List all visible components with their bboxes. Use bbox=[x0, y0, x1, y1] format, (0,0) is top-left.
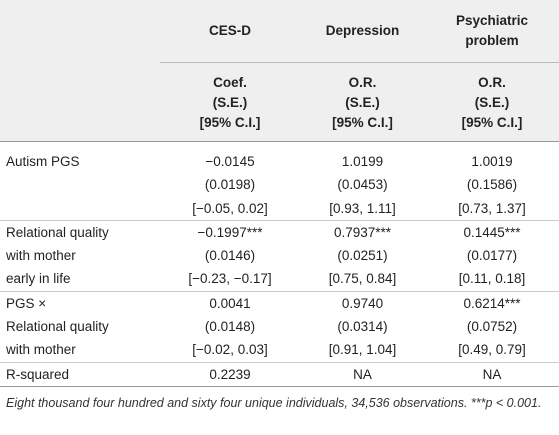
value-line: 0.0041 bbox=[209, 295, 251, 311]
value-line: (0.1586) bbox=[466, 177, 518, 193]
subheader-line: Coef. bbox=[213, 75, 247, 90]
subheader-line: (S.E.) bbox=[212, 95, 248, 110]
header-row: CES-D Depression Psychiatric problem bbox=[0, 0, 559, 63]
value-line: 1.0019 bbox=[471, 154, 513, 169]
header-cell bbox=[0, 0, 160, 63]
page: CES-D Depression Psychiatric problem Coef. (… bbox=[0, 0, 559, 410]
label-line: Autism PGS bbox=[6, 154, 80, 169]
value-line: [−0.05, 0.02] bbox=[192, 200, 268, 216]
column-header: CES-D bbox=[160, 0, 300, 63]
value-line: NA bbox=[353, 366, 372, 382]
table-row: R-squared 0.2239 NA NA bbox=[0, 361, 559, 387]
value-cell: 1.0019 (0.1586) [0.73, 1.37] bbox=[425, 141, 559, 221]
label-line: Relational quality bbox=[6, 224, 109, 240]
label-line: Relational quality bbox=[6, 319, 109, 335]
column-header: Depression bbox=[300, 0, 425, 63]
value-line: (0.0198) bbox=[204, 177, 256, 193]
subheader-line: (S.E.) bbox=[474, 95, 510, 110]
table-row: PGS × Relational quality with mother 0.0041… bbox=[0, 290, 559, 363]
value-line: (0.0251) bbox=[337, 248, 388, 264]
value-cell: −0.1997*** (0.0146) [−0.23, −0.17] bbox=[160, 219, 300, 292]
subheader-line: [95% C.I.] bbox=[332, 115, 393, 130]
value-line: (0.0146) bbox=[204, 248, 256, 264]
label-line: with mother bbox=[6, 342, 76, 358]
subheader-line: [95% C.I.] bbox=[461, 115, 523, 130]
row-label: PGS × Relational quality with mother bbox=[0, 290, 160, 363]
value-line: (0.0148) bbox=[204, 319, 256, 335]
value-line: 0.6214*** bbox=[463, 295, 521, 311]
value-line: [0.91, 1.04] bbox=[328, 342, 397, 358]
value-cell: NA bbox=[425, 361, 559, 387]
value-cell: 1.0199 (0.0453) [0.93, 1.11] bbox=[300, 141, 425, 221]
value-line: [0.75, 0.84] bbox=[328, 271, 397, 287]
value-line: (0.0314) bbox=[337, 319, 388, 335]
table-header: CES-D Depression Psychiatric problem Coef. (… bbox=[0, 0, 559, 142]
label-line: R-squared bbox=[6, 366, 70, 382]
value-line: (0.0177) bbox=[466, 248, 518, 264]
value-line: [−0.02, 0.03] bbox=[192, 342, 268, 358]
footnote: Eight thousand four hundred and sixty fo… bbox=[6, 395, 542, 410]
value-line: [−0.23, −0.17] bbox=[188, 271, 272, 287]
value-line: 0.2239 bbox=[209, 366, 251, 382]
value-line: 0.1445*** bbox=[463, 224, 521, 240]
value-cell: NA bbox=[300, 361, 425, 387]
row-label: Autism PGS bbox=[0, 141, 160, 221]
table-row: Relational quality with mother early in li… bbox=[0, 219, 559, 292]
label-line: PGS × bbox=[6, 295, 47, 311]
value-line: −0.1997*** bbox=[197, 224, 263, 240]
value-line: (0.0453) bbox=[337, 177, 388, 193]
subheader-line: O.R. bbox=[478, 75, 506, 90]
subheader-line: O.R. bbox=[348, 75, 377, 90]
value-line: [0.93, 1.11] bbox=[329, 200, 396, 216]
subheader: O.R. (S.E.) [95% C.I.] bbox=[300, 63, 425, 142]
row-label: Relational quality with mother early in li… bbox=[0, 219, 160, 292]
value-line: [0.49, 0.79] bbox=[458, 342, 526, 358]
value-line: NA bbox=[482, 366, 502, 382]
value-line: 0.9740 bbox=[341, 295, 384, 311]
value-cell: 0.6214*** (0.0752) [0.49, 0.79] bbox=[425, 290, 559, 363]
value-line: [0.73, 1.37] bbox=[458, 200, 526, 216]
subheader: Coef. (S.E.) [95% C.I.] bbox=[160, 63, 300, 142]
value-cell: 0.1445*** (0.0177) [0.11, 0.18] bbox=[425, 219, 559, 292]
value-cell: 0.0041 (0.0148) [−0.02, 0.03] bbox=[160, 290, 300, 363]
header-row: Coef. (S.E.) [95% C.I.] O.R. (S.E.) [95% C.I.… bbox=[0, 62, 559, 142]
header-cell bbox=[0, 63, 160, 142]
value-line: (0.0752) bbox=[466, 319, 518, 335]
value-line: [0.11, 0.18] bbox=[458, 271, 526, 287]
value-line: 0.7937*** bbox=[333, 224, 392, 240]
subheader-line: (S.E.) bbox=[345, 95, 380, 110]
label-line: early in life bbox=[6, 271, 71, 287]
value-cell: 0.7937*** (0.0251) [0.75, 0.84] bbox=[300, 219, 425, 292]
value-cell: −0.0145 (0.0198) [−0.05, 0.02] bbox=[160, 141, 300, 221]
value-line: 1.0199 bbox=[341, 154, 384, 169]
row-label: R-squared bbox=[0, 361, 160, 387]
table-row: Autism PGS −0.0145 (0.0198) [−0.05, 0.02] 1.… bbox=[0, 141, 559, 221]
value-cell: 0.9740 (0.0314) [0.91, 1.04] bbox=[300, 290, 425, 363]
value-line: −0.0145 bbox=[205, 154, 255, 169]
column-header: Psychiatric problem bbox=[425, 0, 559, 63]
table-body: Autism PGS −0.0145 (0.0198) [−0.05, 0.02] 1.… bbox=[0, 141, 559, 387]
label-line: with mother bbox=[6, 248, 76, 264]
results-table: CES-D Depression Psychiatric problem Coef. (… bbox=[0, 0, 559, 387]
subheader: O.R. (S.E.) [95% C.I.] bbox=[425, 63, 559, 142]
value-cell: 0.2239 bbox=[160, 361, 300, 387]
subheader-line: [95% C.I.] bbox=[199, 115, 261, 130]
